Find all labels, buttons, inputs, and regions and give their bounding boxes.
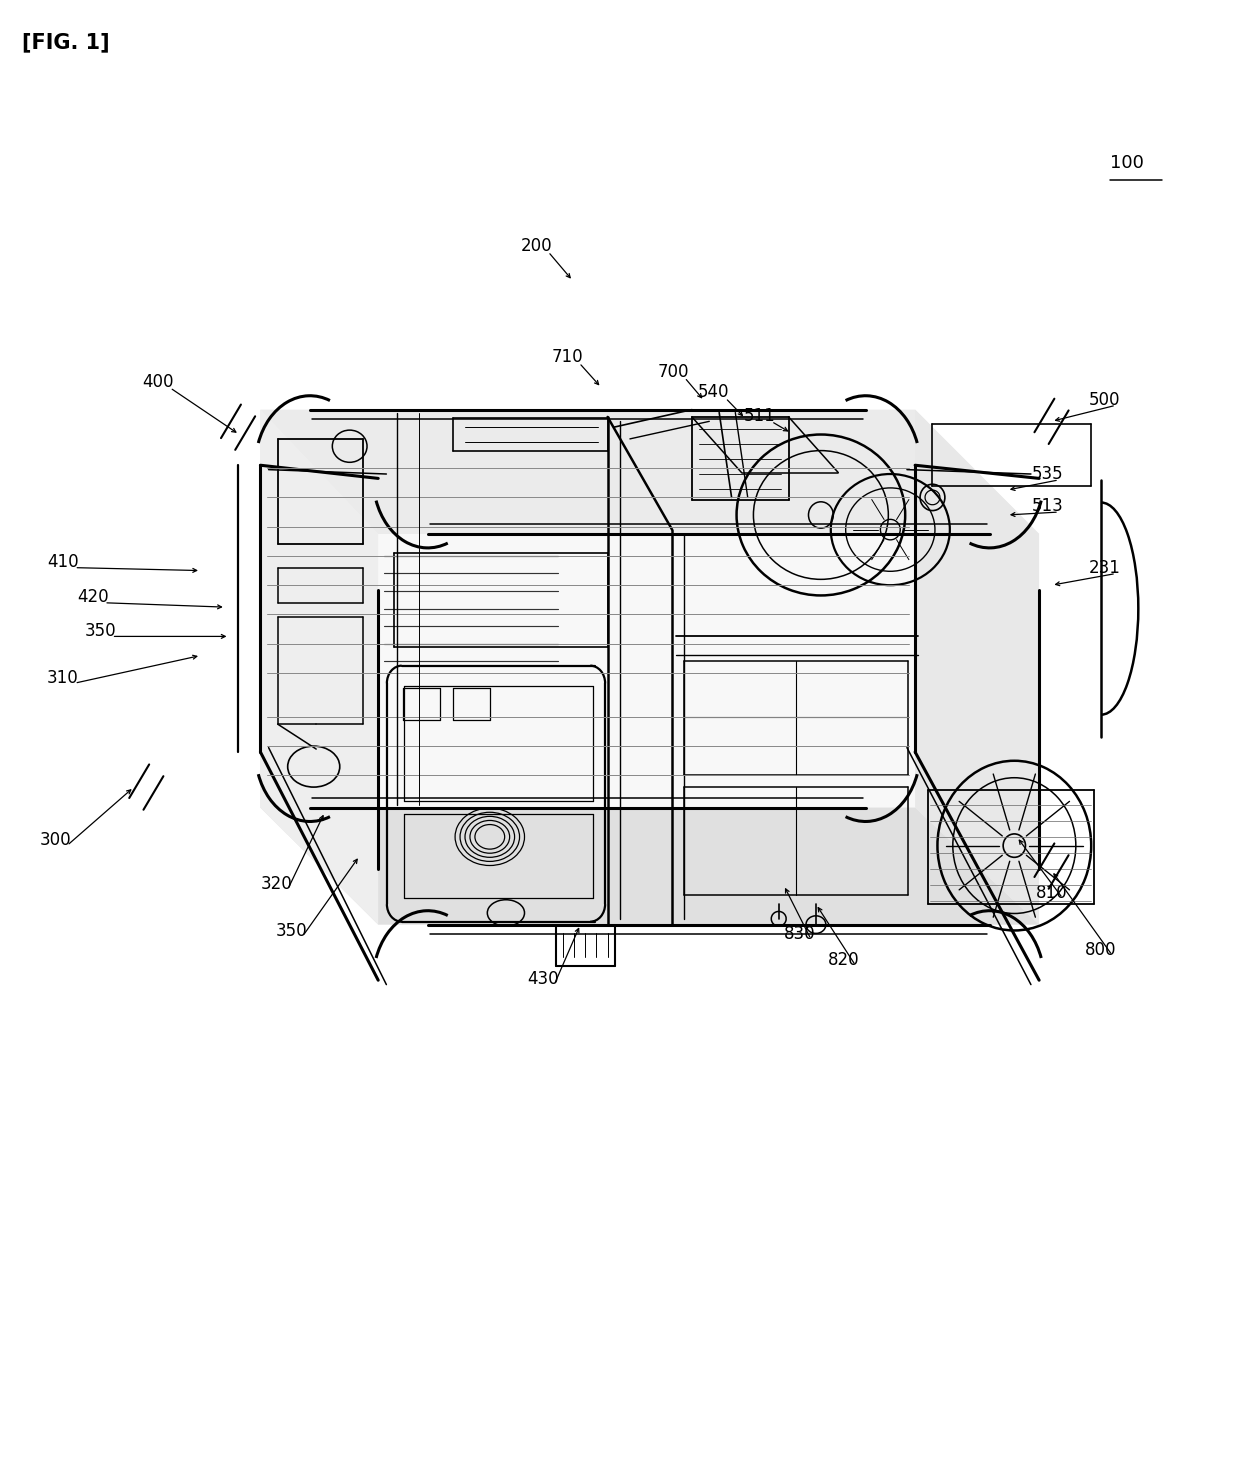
Polygon shape [260,410,1039,534]
Polygon shape [260,410,378,925]
Text: 410: 410 [47,553,79,571]
Text: 310: 310 [47,669,79,686]
Text: 400: 400 [143,373,174,391]
Text: 430: 430 [527,970,559,988]
Text: [FIG. 1]: [FIG. 1] [22,32,110,53]
Polygon shape [260,808,1039,925]
Polygon shape [260,410,915,808]
Text: 200: 200 [521,237,553,255]
Text: 535: 535 [1032,465,1064,483]
Text: 350: 350 [275,922,308,939]
Text: 300: 300 [40,831,72,849]
Text: 810: 810 [1035,884,1068,901]
Text: 513: 513 [1032,497,1064,515]
Text: 420: 420 [77,588,109,606]
Text: 350: 350 [84,622,117,639]
Text: 540: 540 [698,383,729,401]
Polygon shape [378,534,1039,925]
Text: 231: 231 [1089,559,1121,576]
Text: 320: 320 [260,875,293,892]
Text: 700: 700 [657,363,688,380]
Text: 100: 100 [1110,154,1143,171]
Text: 710: 710 [552,348,584,366]
Text: 500: 500 [1089,391,1120,408]
Text: 820: 820 [828,951,861,969]
Polygon shape [915,410,1039,925]
Text: 830: 830 [784,925,816,942]
Text: 800: 800 [1085,941,1116,958]
Text: 511: 511 [744,407,776,424]
